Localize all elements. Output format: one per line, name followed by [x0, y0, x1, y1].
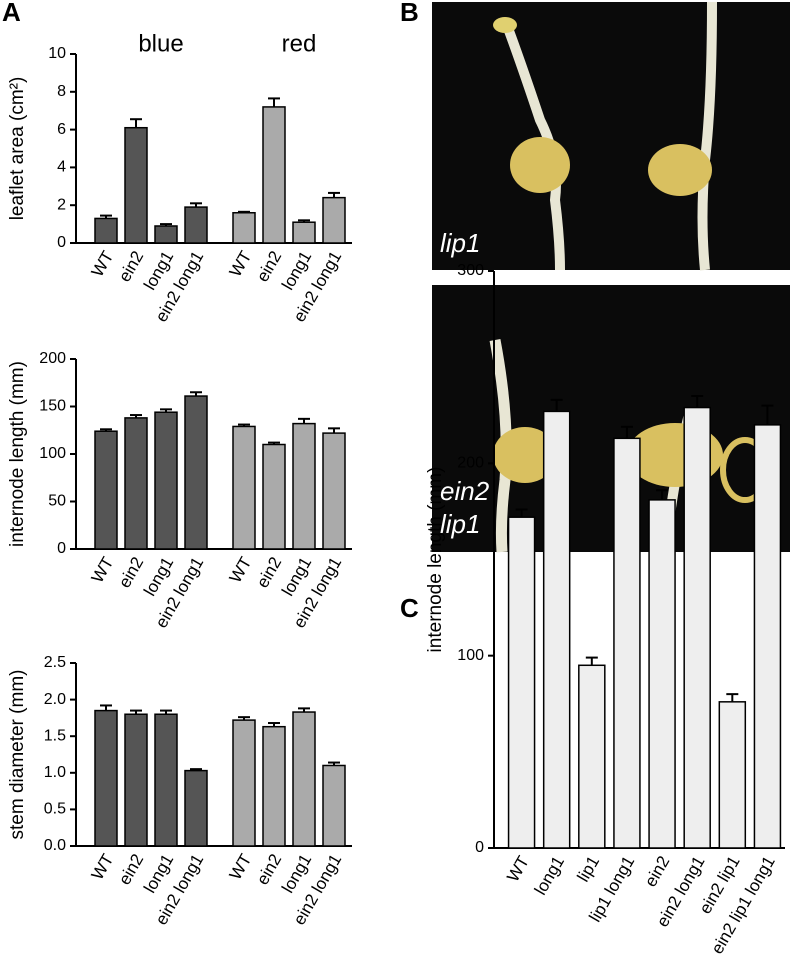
photo [432, 285, 790, 553]
bar [262, 725, 286, 847]
bar [232, 212, 256, 244]
y-tick-label: 6 [57, 121, 66, 138]
panel-label: C [400, 593, 419, 623]
x-tick-label: ein2 [641, 853, 674, 890]
y-tick-label: 0 [57, 540, 66, 557]
bar [124, 126, 148, 244]
photo-label: lip1 [440, 509, 480, 539]
photo [432, 1, 790, 271]
y-axis-label: leaflet area (cm²) [7, 77, 28, 221]
bar [613, 437, 641, 849]
y-tick-label: 2.5 [44, 654, 66, 671]
group-label: red [282, 30, 317, 57]
bar [184, 769, 208, 847]
bar [154, 411, 178, 550]
y-tick-label: 200 [39, 350, 66, 367]
bar [154, 713, 178, 847]
y-tick-label: 0 [57, 234, 66, 251]
y-tick-label: 100 [39, 445, 66, 462]
x-tick-label: WT [88, 248, 118, 280]
y-tick-label: 100 [457, 647, 484, 664]
y-tick-label: 150 [39, 398, 66, 415]
photo-label: lip1 [440, 228, 480, 258]
bar [292, 422, 316, 550]
y-tick-label: 10 [48, 45, 66, 62]
bar [507, 516, 536, 849]
y-tick-label: 0.0 [44, 837, 66, 854]
bar [94, 217, 118, 244]
y-axis-label: stem diameter (mm) [7, 670, 28, 840]
bar [292, 711, 316, 847]
y-axis-label: internode length (mm) [7, 361, 28, 547]
y-tick-label: 200 [457, 455, 484, 472]
bar [648, 499, 676, 849]
bar [753, 424, 782, 849]
y-tick-label: 4 [57, 159, 66, 176]
bar [124, 417, 148, 550]
y-tick-label: 1.0 [44, 764, 66, 781]
panel-label: A [2, 0, 21, 27]
bar [322, 764, 346, 847]
y-axis-label: internode length (mm) [425, 467, 446, 653]
x-tick-label: lip1 [573, 853, 603, 885]
bar [94, 430, 118, 550]
y-tick-label: 2.0 [44, 691, 66, 708]
bar [578, 664, 606, 849]
bar [683, 406, 711, 849]
y-tick-label: 300 [457, 262, 484, 279]
bar [322, 432, 346, 550]
x-tick-label: long1 [531, 853, 568, 899]
bar [154, 225, 178, 244]
group-label: blue [138, 30, 183, 57]
x-tick-label: WT [226, 554, 256, 586]
panel-label: B [400, 0, 419, 27]
bar [184, 206, 208, 244]
y-tick-label: 0 [475, 839, 484, 856]
photo-label: ein2 [440, 476, 490, 506]
bar [322, 196, 346, 244]
y-tick-label: 0.5 [44, 801, 66, 818]
y-tick-label: 2 [57, 196, 66, 213]
bar [232, 425, 256, 550]
bar [262, 443, 286, 550]
bar [262, 106, 286, 244]
y-tick-label: 8 [57, 83, 66, 100]
bar [124, 713, 148, 847]
y-tick-label: 1.5 [44, 727, 66, 744]
bar [94, 709, 118, 847]
x-tick-label: WT [226, 851, 256, 883]
bar [184, 395, 208, 550]
x-tick-label: WT [226, 248, 256, 280]
y-tick-label: 50 [48, 493, 66, 510]
bar [232, 719, 256, 847]
bar [292, 221, 316, 244]
bar [542, 410, 571, 849]
bar [718, 701, 747, 849]
x-tick-label: WT [503, 853, 533, 885]
x-tick-label: WT [88, 851, 118, 883]
x-tick-label: WT [88, 554, 118, 586]
